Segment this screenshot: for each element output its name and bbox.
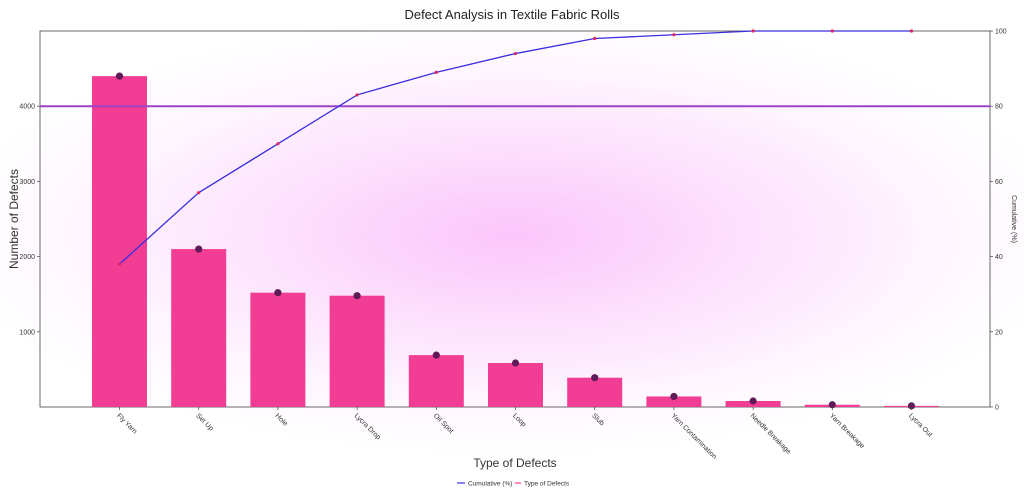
bar: [92, 76, 147, 408]
cumulative-point: [434, 70, 438, 74]
cumulative-point: [672, 33, 676, 37]
y-axis-title: Number of Defects: [7, 169, 21, 269]
cumulative-point: [751, 29, 755, 33]
x-tick-label: Needle Breakage: [749, 412, 792, 455]
x-tick-label: Yarn Breakage: [828, 412, 866, 450]
cumulative-point: [355, 93, 359, 97]
bar-top-marker: [670, 392, 678, 401]
bar-top-marker: [591, 374, 599, 382]
bar: [646, 396, 702, 407]
x-tick-label: Set Up: [194, 412, 214, 432]
bar-top-marker: [907, 402, 916, 410]
y-tick-label: 2000: [19, 254, 35, 261]
cumulative-point: [276, 142, 280, 146]
bar: [329, 295, 385, 407]
y2-axis-title: Cumulative (%): [1010, 195, 1017, 243]
cumulative-point: [830, 29, 834, 33]
bar: [567, 377, 623, 407]
y2-tick-label: 100: [995, 29, 1007, 36]
y2-tick-label: 60: [995, 179, 1003, 186]
bar: [488, 363, 543, 407]
bar: [250, 292, 306, 407]
bar-top-marker: [511, 359, 520, 367]
bar-top-marker: [353, 292, 361, 300]
cumulative-line: [119, 30, 912, 265]
x-tick-label: Oil Spot: [432, 412, 455, 435]
cumulative-point: [197, 191, 201, 195]
y2-tick-label: 20: [995, 329, 1003, 336]
bar-top-marker: [195, 245, 203, 253]
y2-tick-label: 40: [995, 254, 1003, 261]
x-tick-label: Hole: [273, 412, 288, 427]
bar: [408, 355, 464, 407]
bar: [171, 249, 227, 407]
cumulative-point: [593, 36, 597, 41]
legend-line-label: Cumulative (%): [468, 481, 512, 488]
x-tick-label: Lycra Drop: [353, 412, 382, 441]
cumulative-point: [909, 29, 914, 33]
y2-tick-label: 80: [995, 104, 1003, 111]
bar-top-marker: [115, 72, 124, 80]
x-axis-title: Type of Defects: [473, 456, 556, 470]
bar-top-marker: [749, 397, 757, 405]
legend: Cumulative (%) Type of Defects: [457, 481, 570, 488]
cumulative-point: [117, 262, 122, 266]
x-tick-label: Lycra Out: [907, 412, 933, 438]
x-tick-label: Fly Yarn: [115, 412, 138, 435]
y-tick-label: 4000: [19, 104, 35, 111]
x-tick-label: Slub: [590, 412, 605, 427]
chart-title: Defect Analysis in Textile Fabric Rolls: [404, 7, 620, 22]
cumulative-point: [513, 51, 518, 56]
x-tick-label: Loop: [511, 412, 527, 428]
y-tick-label: 1000: [19, 329, 35, 336]
legend-bar-label: Type of Defects: [524, 481, 570, 488]
y2-tick-label: 0: [995, 405, 999, 412]
bar-top-marker: [432, 351, 440, 359]
x-tick-label: Yarn Contamination: [669, 412, 717, 460]
y-tick-label: 3000: [19, 179, 35, 186]
bar-top-marker: [828, 401, 836, 409]
bar-top-marker: [274, 289, 282, 297]
